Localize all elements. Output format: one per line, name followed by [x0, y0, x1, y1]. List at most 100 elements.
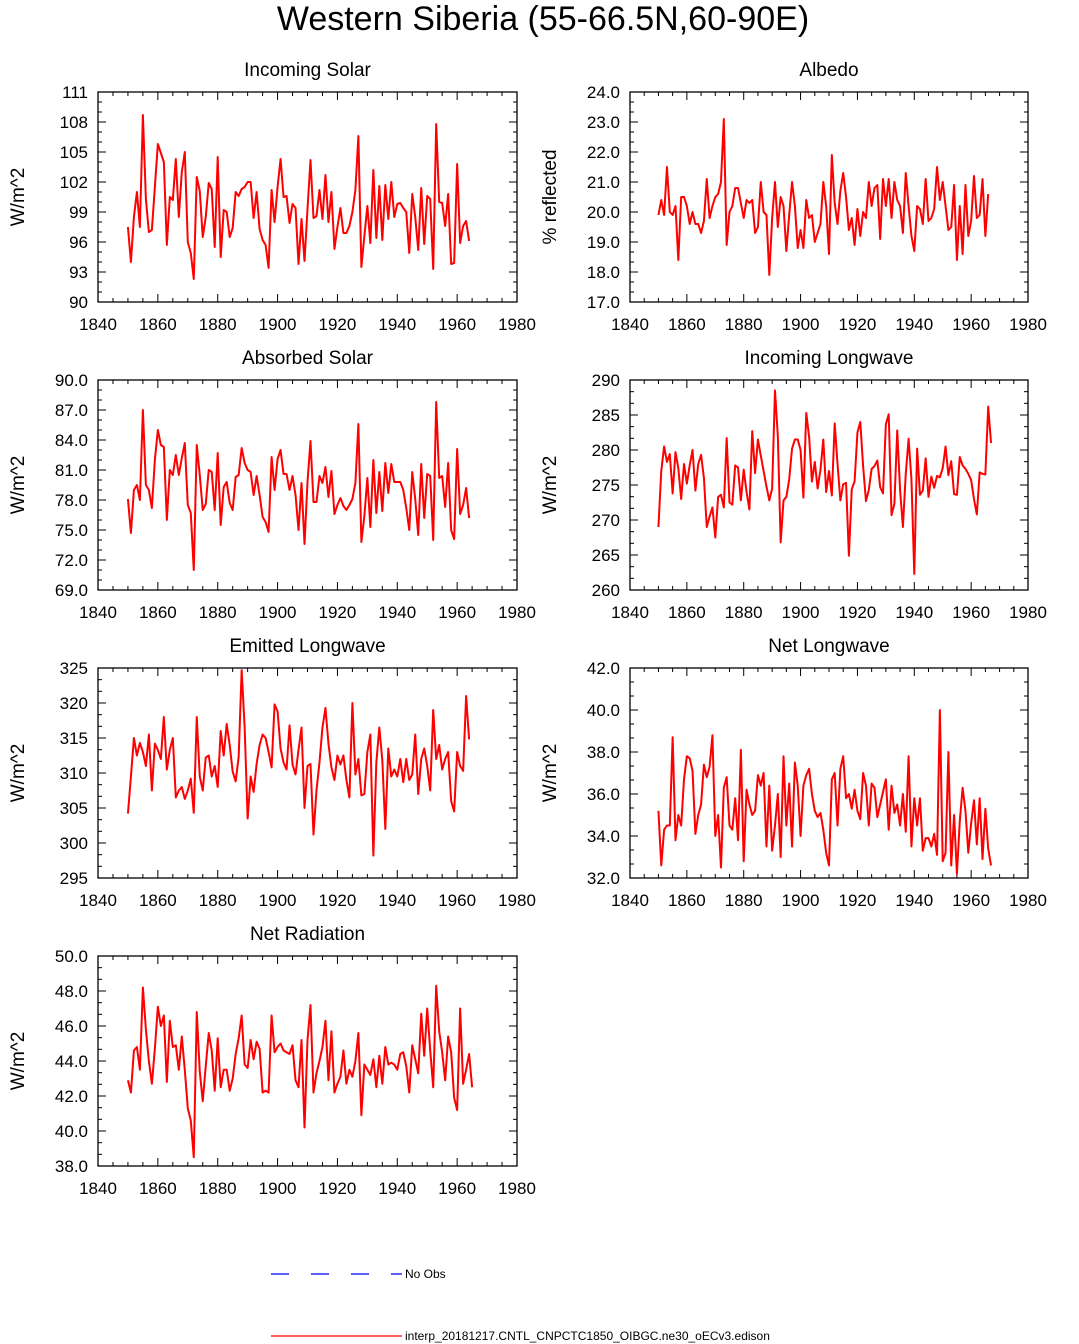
y-tick-label: 40.0: [587, 701, 620, 720]
x-tick-label: 1880: [199, 1179, 237, 1198]
series-line: [657, 389, 993, 575]
y-tick-label: 93: [69, 263, 88, 282]
x-tick-label: 1960: [438, 1179, 476, 1198]
x-tick-label: 1980: [498, 891, 536, 910]
x-tick-label: 1900: [782, 603, 820, 622]
y-tick-label: 42.0: [587, 659, 620, 678]
y-tick-label: 38.0: [55, 1157, 88, 1176]
x-tick-label: 1940: [378, 891, 416, 910]
x-tick-label: 1980: [498, 1179, 536, 1198]
y-tick-label: 310: [60, 764, 88, 783]
x-tick-label: 1880: [199, 315, 237, 334]
y-tick-label: 270: [592, 511, 620, 530]
y-tick-label: 34.0: [587, 827, 620, 846]
panel-title: Incoming Solar: [244, 60, 371, 81]
x-tick-label: 1940: [378, 315, 416, 334]
y-axis-label: W/m^2: [8, 456, 29, 515]
y-axis-label: % reflected: [540, 149, 561, 244]
chart-albedo: Albedo % reflected 1840 1860 1880 1900 1920 194…: [540, 60, 1047, 334]
x-tick-label: 1920: [839, 603, 877, 622]
x-tick-label: 1920: [319, 891, 357, 910]
x-tick-label: 1980: [498, 315, 536, 334]
y-tick-label: 275: [592, 476, 620, 495]
y-tick-label: 46.0: [55, 1017, 88, 1036]
x-tick-label: 1900: [259, 315, 297, 334]
x-tick-label: 1920: [319, 1179, 357, 1198]
chart-emitted-longwave: Emitted Longwave W/m^2 1840 1860 1880 1900 192…: [8, 636, 536, 910]
panel-title: Incoming Longwave: [745, 348, 914, 369]
series-line: [126, 401, 471, 571]
y-tick-label: 20.0: [587, 203, 620, 222]
x-tick-label: 1840: [79, 315, 117, 334]
y-tick-label: 315: [60, 729, 88, 748]
figure-title: Western Siberia (55-66.5N,60-90E): [277, 0, 809, 38]
chart-incoming-solar: Incoming Solar W/m^2 1840 1860 1880 1900 1920 1…: [8, 60, 536, 334]
y-tick-label: 17.0: [587, 293, 620, 312]
y-tick-label: 19.0: [587, 233, 620, 252]
x-tick-label: 1960: [952, 315, 990, 334]
x-tick-label: 1860: [668, 315, 706, 334]
panel-title: Net Longwave: [768, 636, 889, 657]
y-tick-label: 325: [60, 659, 88, 678]
x-tick-label: 1960: [438, 603, 476, 622]
x-tick-label: 1960: [952, 891, 990, 910]
x-tick-label: 1840: [79, 603, 117, 622]
y-tick-label: 40.0: [55, 1122, 88, 1141]
y-tick-label: 69.0: [55, 581, 88, 600]
x-tick-label: 1900: [782, 891, 820, 910]
y-tick-label: 108: [60, 113, 88, 132]
y-tick-label: 305: [60, 799, 88, 818]
legend-label-model: interp_20181217.CNTL_CNPCTC1850_OIBGC.ne…: [405, 1329, 770, 1343]
series-line: [126, 114, 471, 280]
series-line: [126, 669, 471, 857]
x-tick-label: 1860: [139, 891, 177, 910]
y-tick-label: 87.0: [55, 401, 88, 420]
y-tick-label: 285: [592, 406, 620, 425]
y-axis-label: W/m^2: [540, 744, 561, 803]
x-tick-label: 1940: [895, 315, 933, 334]
panel-title: Emitted Longwave: [229, 636, 385, 657]
y-tick-label: 21.0: [587, 173, 620, 192]
y-tick-label: 48.0: [55, 982, 88, 1001]
x-tick-label: 1840: [611, 603, 649, 622]
y-tick-label: 99: [69, 203, 88, 222]
x-tick-label: 1940: [378, 603, 416, 622]
x-tick-label: 1860: [139, 603, 177, 622]
y-tick-label: 78.0: [55, 491, 88, 510]
x-tick-label: 1880: [199, 891, 237, 910]
x-tick-label: 1920: [319, 603, 357, 622]
x-tick-label: 1980: [498, 603, 536, 622]
x-tick-label: 1900: [782, 315, 820, 334]
y-axis-label: W/m^2: [540, 456, 561, 515]
y-tick-label: 265: [592, 546, 620, 565]
panels: Incoming Solar W/m^2 1840 1860 1880 1900 1920 1…: [8, 60, 1047, 1198]
y-tick-label: 72.0: [55, 551, 88, 570]
y-tick-label: 32.0: [587, 869, 620, 888]
y-tick-label: 320: [60, 694, 88, 713]
x-tick-label: 1860: [668, 603, 706, 622]
x-tick-label: 1940: [895, 603, 933, 622]
y-tick-label: 38.0: [587, 743, 620, 762]
legend-label-no-obs: No Obs: [405, 1267, 446, 1281]
series-line: [657, 709, 993, 875]
x-tick-label: 1980: [1009, 891, 1047, 910]
y-tick-label: 42.0: [55, 1087, 88, 1106]
x-tick-label: 1900: [259, 1179, 297, 1198]
x-tick-label: 1940: [895, 891, 933, 910]
chart-absorbed-solar: Absorbed Solar W/m^2 1840 1860 1880 1900 1920 1…: [8, 348, 536, 622]
plot-frame: [629, 379, 1029, 591]
y-tick-label: 105: [60, 143, 88, 162]
y-tick-label: 111: [62, 83, 88, 102]
y-tick-label: 90: [69, 293, 88, 312]
y-tick-label: 81.0: [55, 461, 88, 480]
y-tick-label: 23.0: [587, 113, 620, 132]
x-tick-label: 1860: [139, 1179, 177, 1198]
x-tick-label: 1900: [259, 603, 297, 622]
y-tick-label: 290: [592, 371, 620, 390]
x-tick-label: 1920: [319, 315, 357, 334]
x-tick-label: 1860: [139, 315, 177, 334]
y-tick-label: 96: [69, 233, 88, 252]
x-tick-label: 1840: [79, 1179, 117, 1198]
y-tick-label: 84.0: [55, 431, 88, 450]
